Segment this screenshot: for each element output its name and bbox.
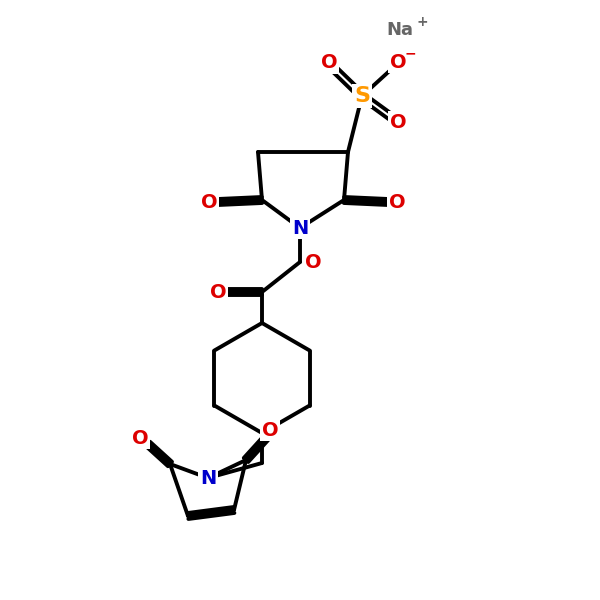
Text: N: N [292, 218, 308, 238]
Text: O: O [389, 193, 406, 211]
Text: N: N [200, 469, 216, 487]
Text: O: O [305, 253, 322, 271]
Text: O: O [131, 428, 148, 448]
Text: +: + [416, 15, 428, 29]
Text: Na: Na [386, 21, 413, 39]
Text: O: O [389, 113, 406, 131]
Text: O: O [389, 52, 406, 71]
Text: S: S [354, 86, 370, 106]
Text: O: O [262, 421, 278, 439]
Text: O: O [200, 193, 217, 211]
Text: O: O [209, 283, 226, 301]
Text: −: − [404, 46, 416, 60]
Text: O: O [320, 53, 337, 73]
